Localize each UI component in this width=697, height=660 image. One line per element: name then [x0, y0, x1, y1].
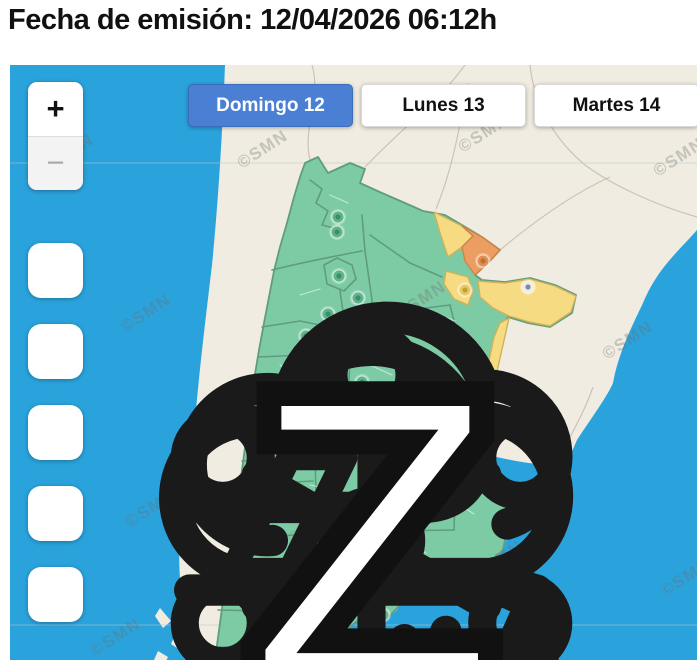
hazard-buttons: Z: [28, 243, 574, 660]
zone-yellow-west: [443, 270, 474, 306]
wind-icon: [173, 392, 560, 660]
zone-orange-misiones: [461, 225, 501, 276]
alert-map-container: ©SMN ©SMN ©SMN ©SMN ©SMN ©SMN ©SMN ©SMN ©SMN ©SMN…: [10, 65, 697, 660]
svg-text:Z: Z: [240, 301, 502, 660]
alert-marker-green[interactable]: [329, 224, 345, 240]
alert-marker-green[interactable]: [350, 290, 366, 306]
alert-marker-gray[interactable]: [520, 279, 536, 295]
tab-martes[interactable]: Martes 14: [534, 84, 697, 127]
zonda-icon: Z: [228, 289, 515, 660]
alert-marker-green[interactable]: [354, 374, 370, 390]
tab-domingo[interactable]: Domingo 12: [188, 84, 353, 127]
zoom-in-button[interactable]: +: [46, 90, 65, 126]
hazard-wind-button[interactable]: [28, 392, 560, 660]
zone-yellow-east: [477, 278, 577, 327]
alert-marker-orange[interactable]: [475, 253, 491, 269]
alert-marker-green[interactable]: [308, 419, 324, 435]
alert-marker-yellow[interactable]: [457, 282, 473, 298]
zoom-control: + −: [28, 82, 83, 190]
hazard-zonda-button[interactable]: Z: [28, 289, 515, 660]
alert-marker-green[interactable]: [331, 268, 347, 284]
alert-marker-green[interactable]: [330, 209, 346, 225]
page-title: Fecha de emisión: 12/04/2026 06:12h: [8, 4, 497, 36]
day-tabs: Domingo 12 Lunes 13 Martes 14: [188, 84, 697, 127]
tab-lunes[interactable]: Lunes 13: [361, 84, 526, 127]
zoom-out-button[interactable]: −: [28, 135, 83, 190]
